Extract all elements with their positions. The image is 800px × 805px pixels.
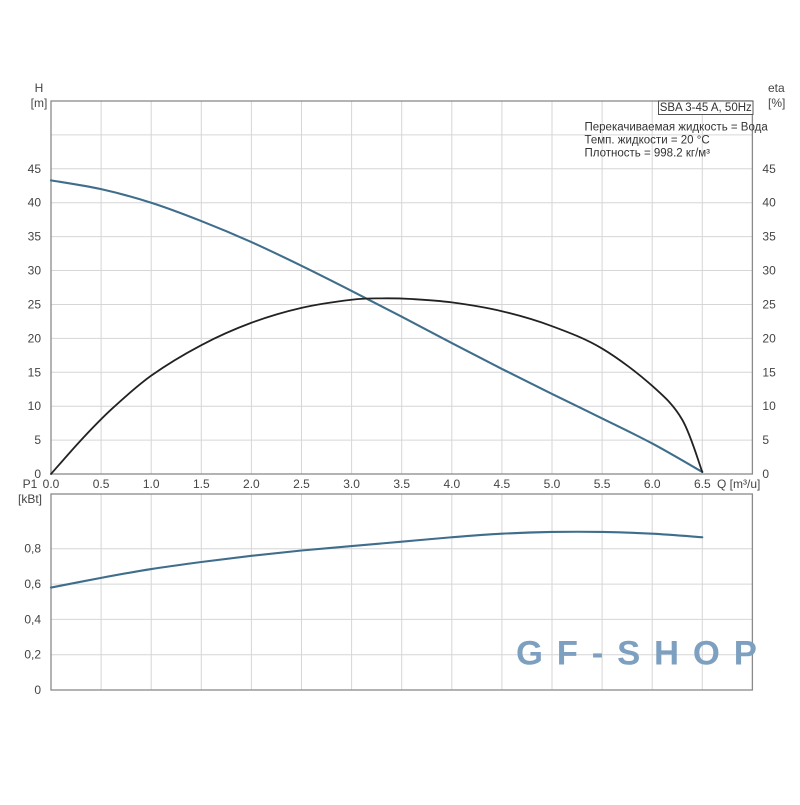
svg-text:5.0: 5.0 — [544, 477, 561, 491]
svg-text:6.5: 6.5 — [694, 477, 711, 491]
svg-text:3.5: 3.5 — [393, 477, 410, 491]
svg-text:20: 20 — [762, 331, 776, 345]
svg-text:5: 5 — [762, 433, 769, 447]
svg-text:45: 45 — [762, 162, 776, 176]
svg-text:25: 25 — [28, 298, 42, 312]
svg-text:Темп. жидкости = 20 °C: Темп. жидкости = 20 °C — [585, 135, 710, 147]
svg-text:3.0: 3.0 — [343, 477, 360, 491]
svg-text:GF-SHOP: GF-SHOP — [516, 635, 771, 673]
svg-text:0: 0 — [762, 467, 769, 481]
svg-text:40: 40 — [28, 196, 42, 210]
svg-text:45: 45 — [28, 162, 42, 176]
svg-text:25: 25 — [762, 298, 776, 312]
svg-text:0,6: 0,6 — [24, 577, 41, 591]
svg-text:5: 5 — [34, 433, 41, 447]
svg-text:0.5: 0.5 — [93, 477, 110, 491]
svg-text:10: 10 — [28, 399, 42, 413]
svg-text:6.0: 6.0 — [644, 477, 661, 491]
svg-text:4.5: 4.5 — [494, 477, 511, 491]
svg-text:eta: eta — [768, 81, 785, 95]
svg-text:35: 35 — [762, 230, 776, 244]
svg-text:[m]: [m] — [31, 96, 48, 110]
svg-text:0.0: 0.0 — [43, 477, 60, 491]
svg-text:2.5: 2.5 — [293, 477, 310, 491]
svg-text:0: 0 — [34, 683, 41, 697]
svg-text:Перекачиваемая жидкость = Вода: Перекачиваемая жидкость = Вода — [585, 122, 769, 134]
svg-text:SBA 3-45 A, 50Hz: SBA 3-45 A, 50Hz — [660, 102, 752, 114]
svg-text:1.0: 1.0 — [143, 477, 160, 491]
svg-text:Q [m³/u]: Q [m³/u] — [717, 477, 760, 491]
svg-text:30: 30 — [762, 264, 776, 278]
svg-text:Плотность = 998.2 кг/м³: Плотность = 998.2 кг/м³ — [585, 148, 711, 160]
svg-text:4.0: 4.0 — [443, 477, 460, 491]
svg-text:2.0: 2.0 — [243, 477, 260, 491]
svg-text:P1: P1 — [23, 477, 38, 491]
svg-text:40: 40 — [762, 196, 776, 210]
svg-text:H: H — [35, 81, 44, 95]
svg-text:35: 35 — [28, 230, 42, 244]
svg-text:0,4: 0,4 — [24, 612, 41, 626]
svg-text:[%]: [%] — [768, 96, 785, 110]
svg-text:10: 10 — [762, 399, 776, 413]
svg-text:30: 30 — [28, 264, 42, 278]
svg-text:[kBt]: [kBt] — [18, 492, 42, 506]
svg-text:15: 15 — [28, 365, 42, 379]
svg-text:0,2: 0,2 — [24, 648, 41, 662]
svg-text:15: 15 — [762, 365, 776, 379]
svg-text:5.5: 5.5 — [594, 477, 611, 491]
svg-text:0,8: 0,8 — [24, 542, 41, 556]
svg-text:1.5: 1.5 — [193, 477, 210, 491]
svg-text:20: 20 — [28, 331, 42, 345]
